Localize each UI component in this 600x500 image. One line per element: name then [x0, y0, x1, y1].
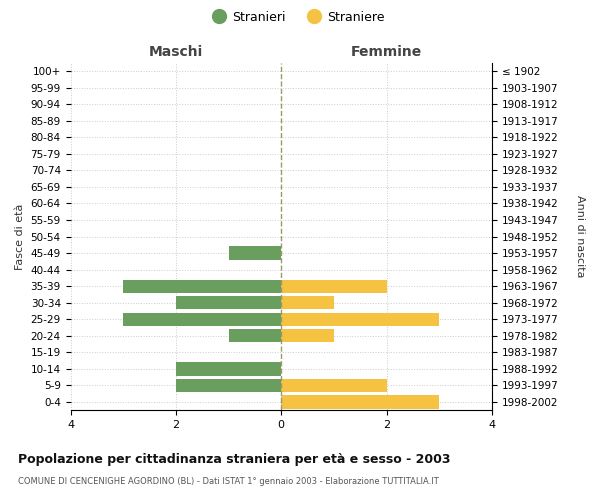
Text: Femmine: Femmine — [351, 46, 422, 60]
Bar — [281, 296, 334, 310]
Bar — [281, 312, 439, 326]
Bar — [176, 379, 281, 392]
Text: Maschi: Maschi — [149, 46, 203, 60]
Text: Popolazione per cittadinanza straniera per età e sesso - 2003: Popolazione per cittadinanza straniera p… — [18, 452, 451, 466]
Legend: Stranieri, Straniere: Stranieri, Straniere — [211, 6, 389, 29]
Bar — [281, 280, 386, 293]
Bar — [229, 246, 281, 260]
Bar — [281, 379, 386, 392]
Text: COMUNE DI CENCENIGHE AGORDINO (BL) - Dati ISTAT 1° gennaio 2003 - Elaborazione T: COMUNE DI CENCENIGHE AGORDINO (BL) - Dat… — [18, 478, 439, 486]
Bar — [281, 396, 439, 408]
Bar — [123, 280, 281, 293]
Bar — [176, 362, 281, 376]
Bar — [176, 296, 281, 310]
Bar — [281, 329, 334, 342]
Bar — [229, 329, 281, 342]
Y-axis label: Fasce di età: Fasce di età — [15, 204, 25, 270]
Y-axis label: Anni di nascita: Anni di nascita — [575, 196, 585, 278]
Bar — [123, 312, 281, 326]
